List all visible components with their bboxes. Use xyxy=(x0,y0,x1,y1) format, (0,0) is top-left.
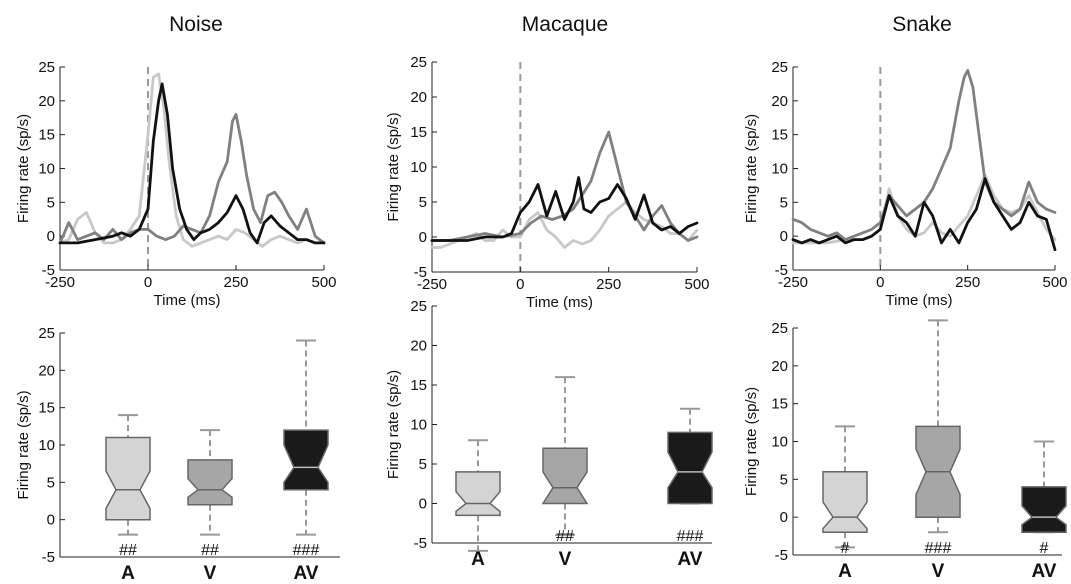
y-tick-label: -5 xyxy=(775,547,788,564)
x-tick-label: -250 xyxy=(778,274,808,291)
x-tick-label: 500 xyxy=(1042,274,1067,291)
y-tick-label: 10 xyxy=(38,161,55,178)
y-tick-label: 15 xyxy=(410,124,427,141)
category-label: V xyxy=(204,563,217,584)
significance-mark: ### xyxy=(925,540,952,557)
y-tick-label: 10 xyxy=(410,417,427,434)
y-tick-label: 25 xyxy=(38,325,55,342)
x-tick-label: -250 xyxy=(417,276,447,293)
y-tick-label: 20 xyxy=(38,93,55,110)
panel-title: Snake xyxy=(892,13,952,36)
y-tick-label: 10 xyxy=(771,161,788,178)
y-tick-label: 25 xyxy=(771,320,788,337)
y-tick-label: 20 xyxy=(771,93,788,110)
significance-mark: # xyxy=(1040,540,1049,557)
significance-mark: ## xyxy=(201,542,219,559)
significance-mark: ### xyxy=(293,542,320,559)
y-tick-label: 5 xyxy=(419,456,427,473)
series-line-3 xyxy=(58,82,326,245)
y-tick-label: 10 xyxy=(410,159,427,176)
box-A xyxy=(105,436,151,521)
series-line-1 xyxy=(58,72,326,248)
box-V xyxy=(187,459,233,506)
y-tick-label: -5 xyxy=(414,264,427,281)
y-axis-label: Firing rate (sp/s) xyxy=(385,112,402,221)
y-tick-label: 20 xyxy=(410,338,427,355)
category-label: AV xyxy=(678,549,703,570)
category-label: V xyxy=(932,561,945,582)
significance-mark: ### xyxy=(677,528,704,545)
box-AV xyxy=(667,431,713,505)
y-tick-label: 10 xyxy=(771,434,788,451)
category-label: A xyxy=(471,549,485,570)
series-line-3 xyxy=(791,177,1057,252)
y-tick-label: 15 xyxy=(410,377,427,394)
x-tick-label: 500 xyxy=(684,276,709,293)
y-tick-label: 15 xyxy=(771,127,788,144)
box-V xyxy=(541,447,589,505)
y-tick-label: 0 xyxy=(419,496,427,513)
series-line-3 xyxy=(430,176,699,242)
y-tick-label: 5 xyxy=(47,474,55,491)
x-tick-label: 500 xyxy=(311,274,336,291)
y-tick-label: 5 xyxy=(47,194,55,211)
x-tick-label: 0 xyxy=(876,274,884,291)
significance-mark: # xyxy=(841,540,850,557)
y-tick-label: 15 xyxy=(38,127,55,144)
y-axis-label: Firing rate (sp/s) xyxy=(15,390,32,499)
x-axis-label: Time (ms) xyxy=(154,292,221,309)
x-tick-label: 250 xyxy=(223,274,248,291)
y-axis-label: Firing rate (sp/s) xyxy=(743,114,760,223)
y-tick-label: 20 xyxy=(38,362,55,379)
y-tick-label: 0 xyxy=(780,228,788,245)
series-line-2 xyxy=(791,69,1057,242)
y-tick-label: 5 xyxy=(780,194,788,211)
y-axis-label: Firing rate (sp/s) xyxy=(15,114,32,223)
category-label: AV xyxy=(1032,561,1057,582)
significance-mark: ## xyxy=(556,528,574,545)
x-tick-label: 0 xyxy=(144,274,152,291)
y-tick-label: 5 xyxy=(419,194,427,211)
x-axis-label: Time (ms) xyxy=(526,294,593,311)
y-tick-label: -5 xyxy=(42,549,55,566)
y-tick-label: 15 xyxy=(771,396,788,413)
y-tick-label: 0 xyxy=(780,509,788,526)
panel-title: Macaque xyxy=(522,13,608,36)
x-tick-label: 250 xyxy=(955,274,980,291)
series-line-1 xyxy=(791,173,1057,245)
y-axis-label: Firing rate (sp/s) xyxy=(385,370,402,479)
x-tick-label: -250 xyxy=(45,274,75,291)
y-tick-label: 25 xyxy=(410,298,427,315)
y-tick-label: -5 xyxy=(42,262,55,279)
y-tick-label: 0 xyxy=(47,512,55,529)
category-label: A xyxy=(838,561,852,582)
y-tick-label: 5 xyxy=(780,471,788,488)
series-line-2 xyxy=(58,113,326,245)
x-tick-label: 0 xyxy=(516,276,524,293)
box-A xyxy=(455,471,501,517)
y-tick-label: 25 xyxy=(771,59,788,76)
y-tick-label: 20 xyxy=(771,358,788,375)
y-tick-label: 25 xyxy=(38,59,55,76)
y-tick-label: -5 xyxy=(414,535,427,552)
y-tick-label: 0 xyxy=(47,228,55,245)
panel-title: Noise xyxy=(169,13,223,36)
x-tick-label: 250 xyxy=(596,276,621,293)
box-AV xyxy=(283,429,329,491)
y-axis-label: Firing rate (sp/s) xyxy=(743,387,760,496)
box-A xyxy=(822,471,868,534)
y-tick-label: 15 xyxy=(38,400,55,417)
y-tick-label: 0 xyxy=(419,229,427,246)
category-label: V xyxy=(559,549,572,570)
category-label: A xyxy=(121,563,135,584)
significance-mark: ## xyxy=(119,542,137,559)
x-axis-label: Time (ms) xyxy=(886,292,953,309)
y-tick-label: 20 xyxy=(410,89,427,106)
y-tick-label: -5 xyxy=(775,262,788,279)
y-tick-label: 10 xyxy=(38,437,55,454)
category-label: AV xyxy=(294,563,319,584)
box-AV xyxy=(1021,486,1067,534)
y-tick-label: 25 xyxy=(410,54,427,71)
